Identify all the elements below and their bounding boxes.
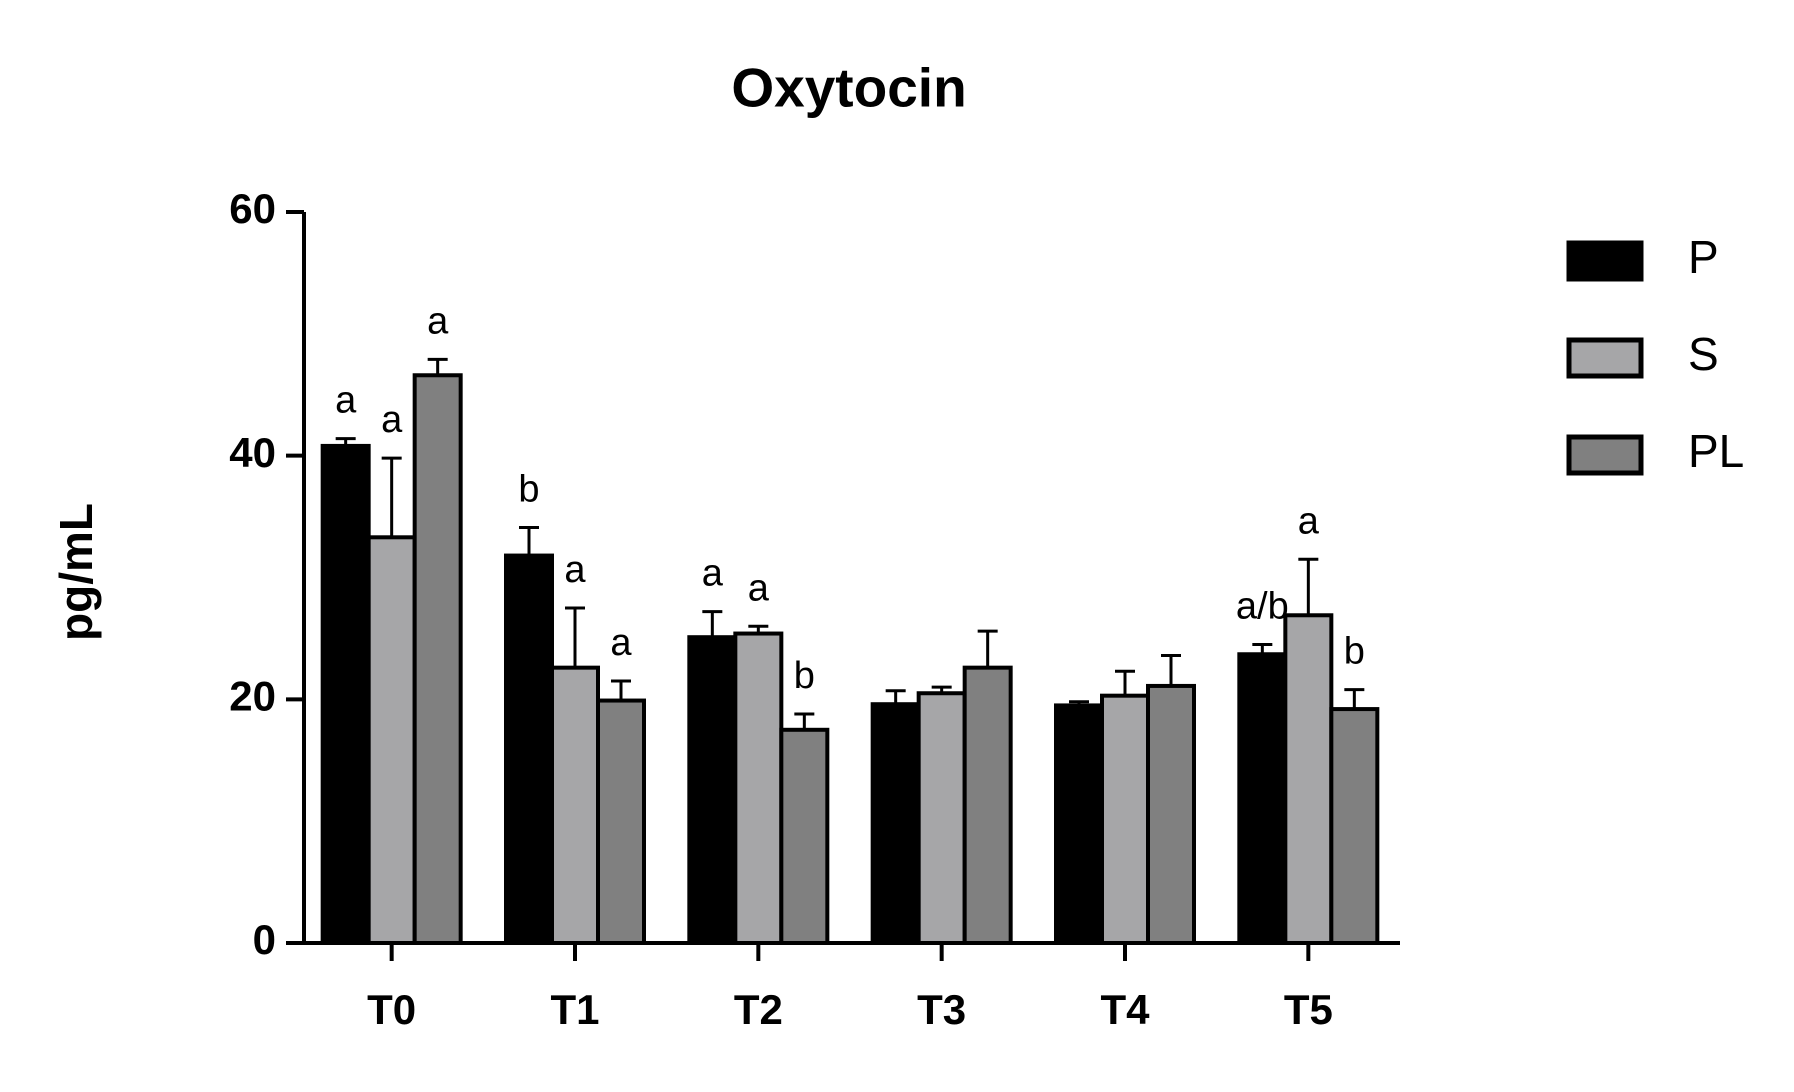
y-axis-label: pg/mL xyxy=(50,503,102,641)
chart-title: Oxytocin xyxy=(731,57,966,119)
legend-swatch xyxy=(1566,337,1644,379)
bar xyxy=(779,727,830,946)
significance-label: b xyxy=(794,655,815,697)
x-tick-label: T5 xyxy=(1284,986,1333,1033)
x-tick-label: T2 xyxy=(734,986,783,1033)
significance-label: a xyxy=(427,300,449,342)
bar xyxy=(916,691,967,945)
bar xyxy=(320,443,371,945)
bar xyxy=(1329,707,1380,946)
bar xyxy=(870,702,921,945)
bar xyxy=(1146,683,1196,945)
bar xyxy=(1100,693,1150,946)
bar xyxy=(962,665,1013,945)
bar xyxy=(366,535,417,945)
significance-label: a xyxy=(610,622,632,664)
x-tick-label: T4 xyxy=(1100,986,1150,1033)
bar xyxy=(504,553,554,945)
bar xyxy=(1283,613,1334,945)
x-tick-label: T3 xyxy=(917,986,966,1033)
y-tick-label: 0 xyxy=(253,916,276,963)
significance-label: a xyxy=(335,380,357,422)
y-tick-label: 60 xyxy=(229,185,276,232)
significance-label: b xyxy=(1344,631,1365,673)
bar xyxy=(550,665,600,945)
significance-label: b xyxy=(518,469,539,511)
x-tick-label: T1 xyxy=(550,986,599,1033)
legend-label: PL xyxy=(1688,425,1744,477)
significance-label: a xyxy=(702,553,724,595)
legend-swatch xyxy=(1566,240,1644,282)
x-tick-label: T0 xyxy=(367,986,416,1033)
significance-label: a xyxy=(748,567,770,609)
bar xyxy=(412,373,463,945)
bar xyxy=(687,635,738,945)
legend-label: P xyxy=(1688,231,1719,283)
significance-label: a xyxy=(1298,500,1320,542)
significance-label: a xyxy=(564,549,586,591)
bar xyxy=(596,698,646,946)
bar xyxy=(733,631,784,945)
bar xyxy=(1237,652,1288,945)
significance-label: a/b xyxy=(1236,586,1289,628)
y-tick-label: 20 xyxy=(229,672,276,719)
legend-label: S xyxy=(1688,328,1719,380)
legend-swatch xyxy=(1566,434,1644,476)
significance-label: a xyxy=(381,399,403,441)
y-tick-label: 40 xyxy=(229,429,276,476)
bar xyxy=(1054,703,1104,945)
